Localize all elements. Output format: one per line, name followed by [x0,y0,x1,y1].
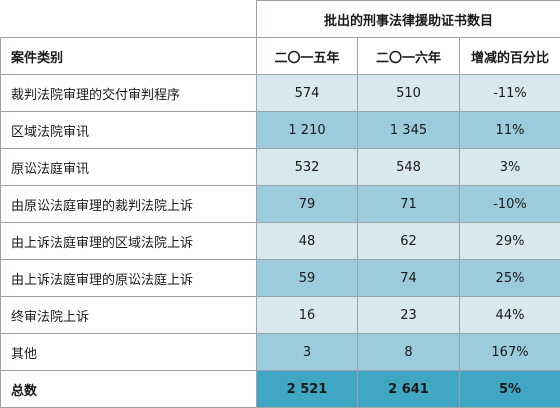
row-change-value: 3% [460,149,560,186]
row-2015-value: 16 [257,297,358,334]
row-change-value: -10% [460,186,560,223]
col-2015-header: 二〇一五年 [257,38,358,75]
row-2016-value: 71 [358,186,460,223]
table-row: 由上诉法庭审理的原讼法庭上诉 59 74 25% [1,260,560,297]
row-change-value: 29% [460,223,560,260]
row-2015-value: 574 [257,75,358,112]
row-2015-value: 59 [257,260,358,297]
group-title: 批出的刑事法律援助证书数目 [257,1,560,38]
row-category: 裁判法院审理的交付审判程序 [1,75,257,112]
category-header: 案件类别 [1,38,257,75]
table-row: 由原讼法庭审理的裁判法院上诉 79 71 -10% [1,186,560,223]
row-2015-value: 79 [257,186,358,223]
row-category: 其他 [1,334,257,371]
total-2016-value: 2 641 [358,371,460,408]
row-change-value: 167% [460,334,560,371]
table-row: 区域法院审讯 1 210 1 345 11% [1,112,560,149]
row-2016-value: 23 [358,297,460,334]
row-category: 终审法院上诉 [1,297,257,334]
row-change-value: 44% [460,297,560,334]
table-row: 裁判法院审理的交付审判程序 574 510 -11% [1,75,560,112]
row-category: 由原讼法庭审理的裁判法院上诉 [1,186,257,223]
total-2015-value: 2 521 [257,371,358,408]
row-change-value: -11% [460,75,560,112]
row-2016-value: 74 [358,260,460,297]
row-2015-value: 3 [257,334,358,371]
row-change-value: 25% [460,260,560,297]
row-2016-value: 8 [358,334,460,371]
row-category: 由上诉法庭审理的原讼法庭上诉 [1,260,257,297]
table-row: 原讼法庭审讯 532 548 3% [1,149,560,186]
header-blank-cell [1,1,257,38]
row-2016-value: 62 [358,223,460,260]
table-row: 其他 3 8 167% [1,334,560,371]
row-2015-value: 532 [257,149,358,186]
row-category: 区域法院审讯 [1,112,257,149]
row-2016-value: 510 [358,75,460,112]
total-change-value: 5% [460,371,560,408]
table-row: 终审法院上诉 16 23 44% [1,297,560,334]
header-row-group: 批出的刑事法律援助证书数目 [1,1,560,38]
total-row: 总数 2 521 2 641 5% [1,371,560,408]
row-change-value: 11% [460,112,560,149]
header-row-columns: 案件类别 二〇一五年 二〇一六年 增减的百分比 [1,38,560,75]
row-category: 由上诉法庭审理的区域法院上诉 [1,223,257,260]
row-2015-value: 48 [257,223,358,260]
col-2016-header: 二〇一六年 [358,38,460,75]
total-label: 总数 [1,371,257,408]
row-2015-value: 1 210 [257,112,358,149]
row-category: 原讼法庭审讯 [1,149,257,186]
row-2016-value: 1 345 [358,112,460,149]
row-2016-value: 548 [358,149,460,186]
table-row: 由上诉法庭审理的区域法院上诉 48 62 29% [1,223,560,260]
col-change-header: 增减的百分比 [460,38,560,75]
